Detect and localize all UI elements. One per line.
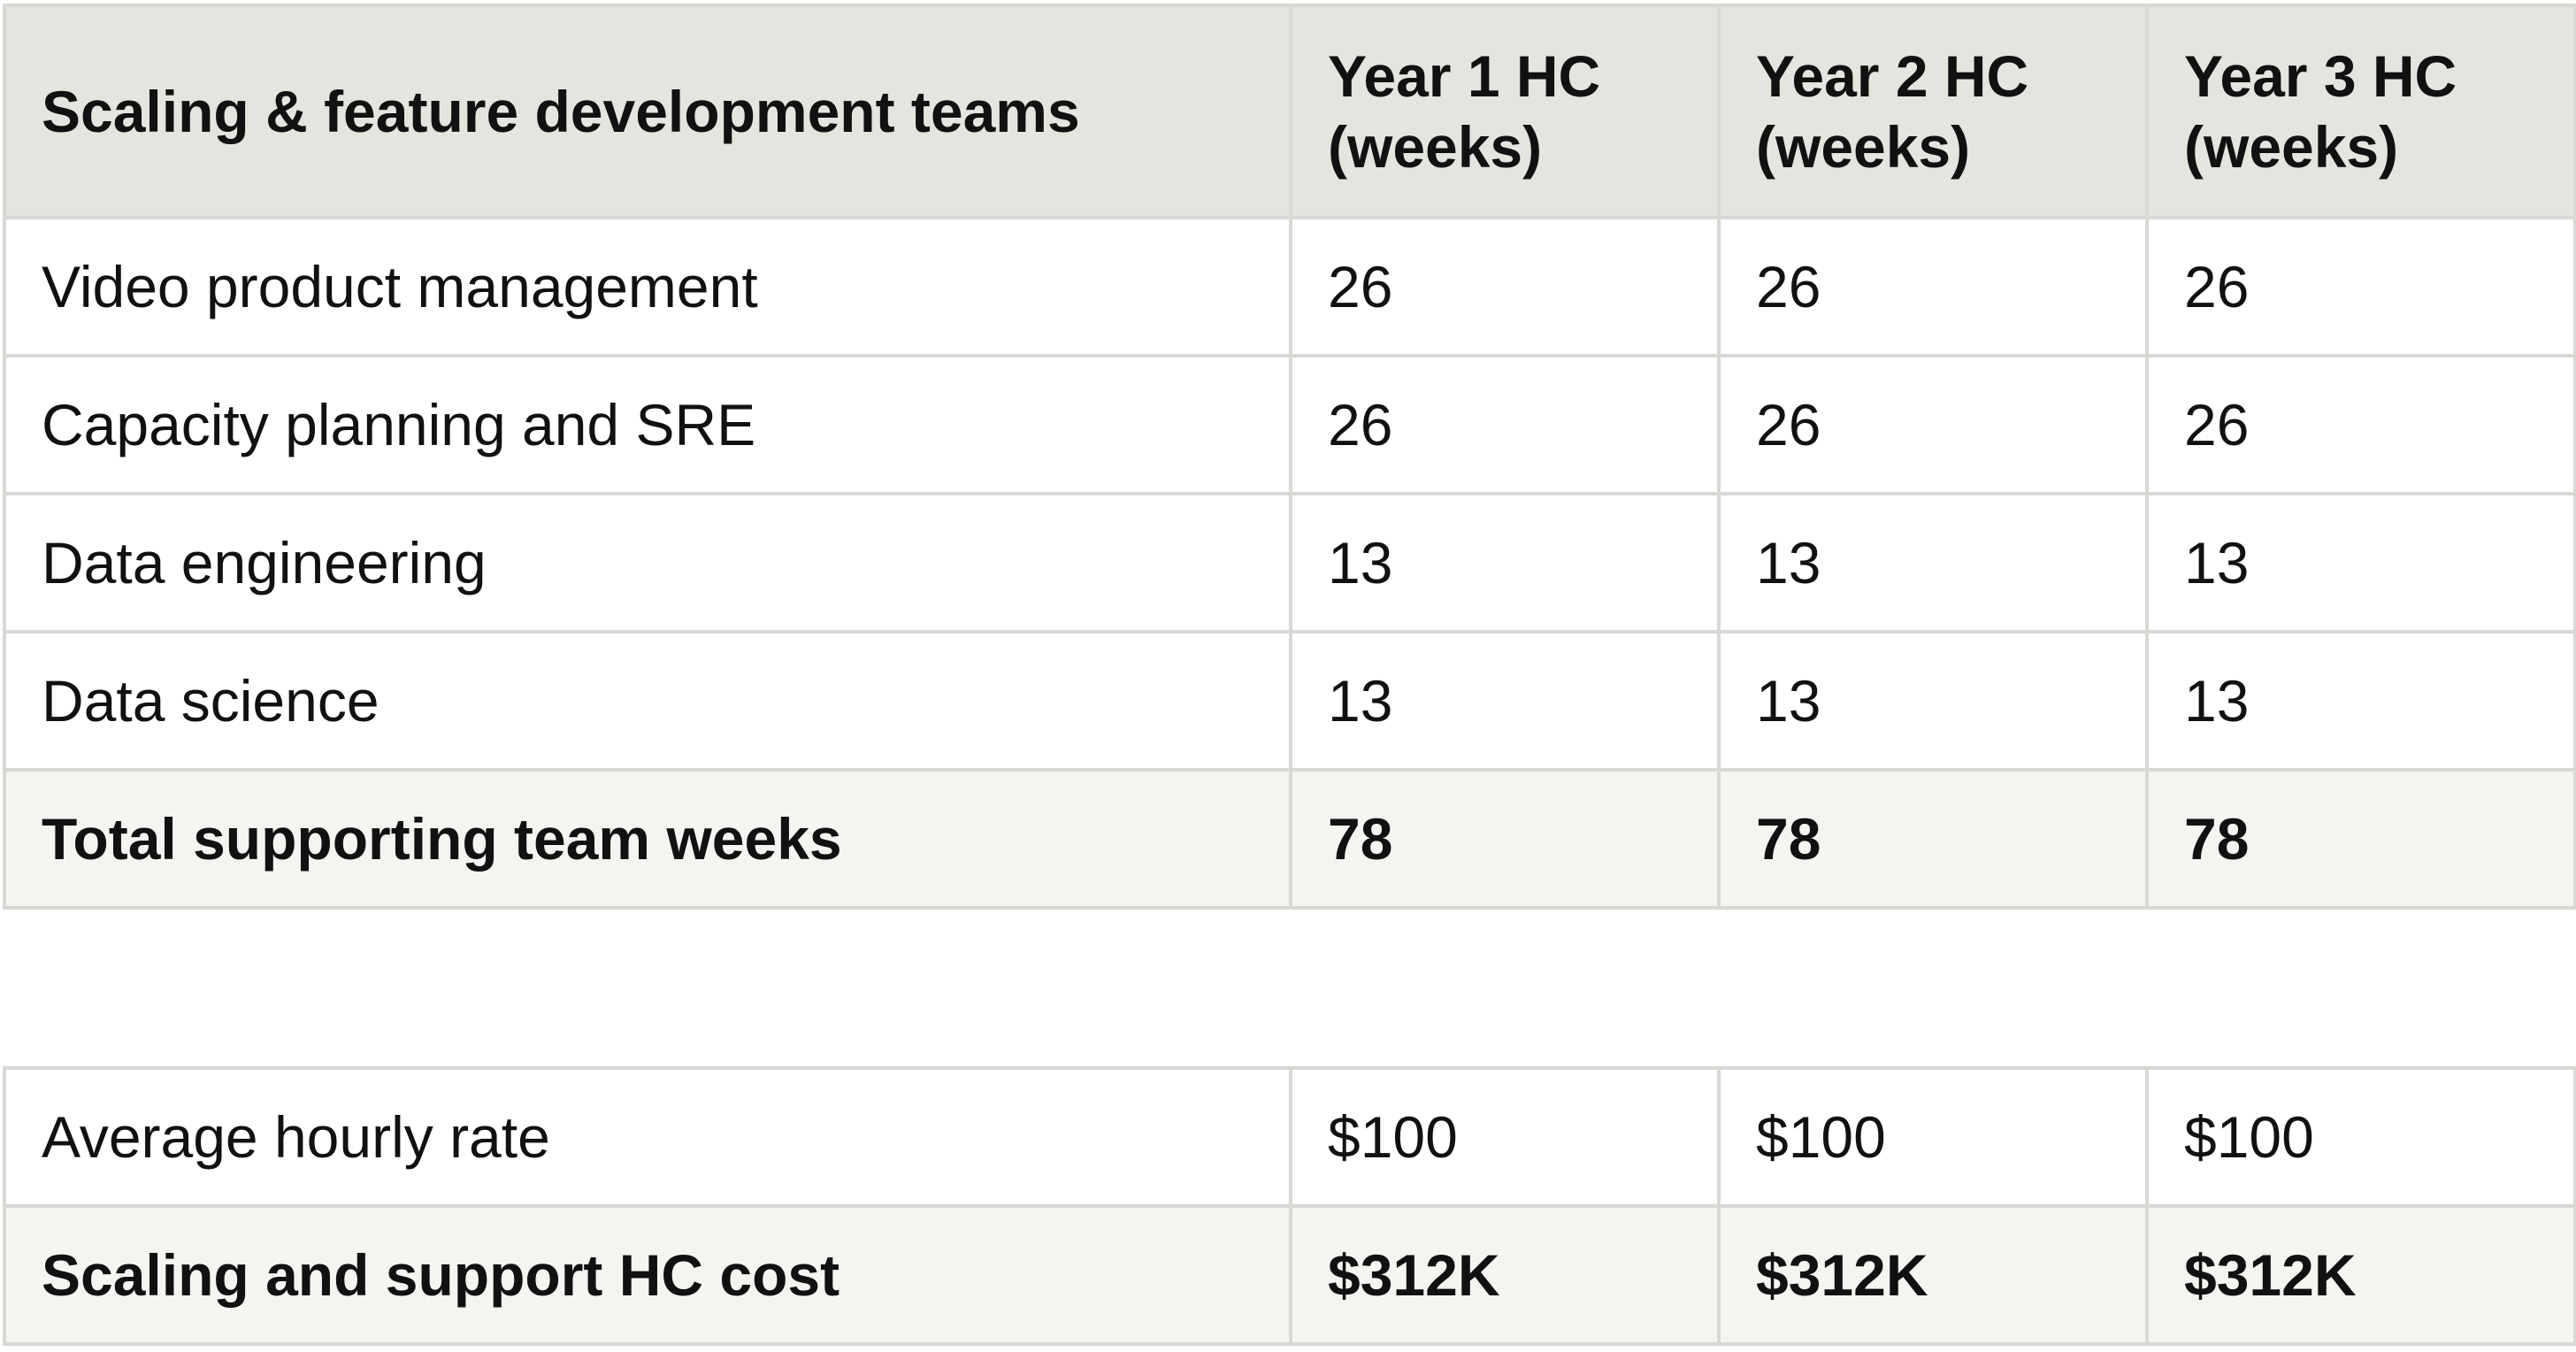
rate-row: Average hourly rate $100 $100 $100 (3, 1066, 2576, 1208)
header-year-3: Year 3 HC (weeks) (2145, 4, 2576, 219)
cell-year-2: 26 (1717, 354, 2149, 495)
cell-year-3: 26 (2145, 216, 2576, 357)
table-row: Data science 13 13 13 (3, 630, 2576, 772)
rate-label: Average hourly rate (3, 1066, 1292, 1208)
cell-year-1: 13 (1289, 492, 1721, 634)
cell-year-2: 13 (1717, 630, 2149, 772)
cell-year-2: 13 (1717, 492, 2149, 634)
row-label: Data science (3, 630, 1292, 772)
table-row: Capacity planning and SRE 26 26 26 (3, 354, 2576, 495)
row-label: Data engineering (3, 492, 1292, 634)
rate-year-2: $100 (1717, 1066, 2149, 1208)
table-header-row: Scaling & feature development teams Year… (3, 4, 2576, 219)
cost-table: Average hourly rate $100 $100 $100 Scali… (3, 1066, 2576, 1346)
row-label: Capacity planning and SRE (3, 354, 1292, 495)
total-label: Total supporting team weeks (3, 768, 1292, 910)
header-year-2: Year 2 HC (weeks) (1717, 4, 2149, 219)
cost-total-year-3: $312K (2145, 1204, 2576, 1346)
cost-total-year-1: $312K (1289, 1204, 1721, 1346)
row-label: Video product management (3, 216, 1292, 357)
total-year-3: 78 (2145, 768, 2576, 910)
cost-total-label: Scaling and support HC cost (3, 1204, 1292, 1346)
table-row: Data engineering 13 13 13 (3, 492, 2576, 634)
header-year-1: Year 1 HC (weeks) (1289, 4, 1721, 219)
header-teams: Scaling & feature development teams (3, 4, 1292, 219)
rate-year-3: $100 (2145, 1066, 2576, 1208)
cost-total-row: Scaling and support HC cost $312K $312K … (3, 1204, 2576, 1346)
cell-year-1: 13 (1289, 630, 1721, 772)
rate-year-1: $100 (1289, 1066, 1721, 1208)
cell-year-3: 13 (2145, 492, 2576, 634)
table-row: Video product management 26 26 26 (3, 216, 2576, 357)
cell-year-1: 26 (1289, 354, 1721, 495)
cell-year-1: 26 (1289, 216, 1721, 357)
cost-total-year-2: $312K (1717, 1204, 2149, 1346)
cell-year-3: 26 (2145, 354, 2576, 495)
headcount-table: Scaling & feature development teams Year… (3, 4, 2576, 910)
cell-year-2: 26 (1717, 216, 2149, 357)
total-year-2: 78 (1717, 768, 2149, 910)
total-row: Total supporting team weeks 78 78 78 (3, 768, 2576, 910)
total-year-1: 78 (1289, 768, 1721, 910)
cell-year-3: 13 (2145, 630, 2576, 772)
